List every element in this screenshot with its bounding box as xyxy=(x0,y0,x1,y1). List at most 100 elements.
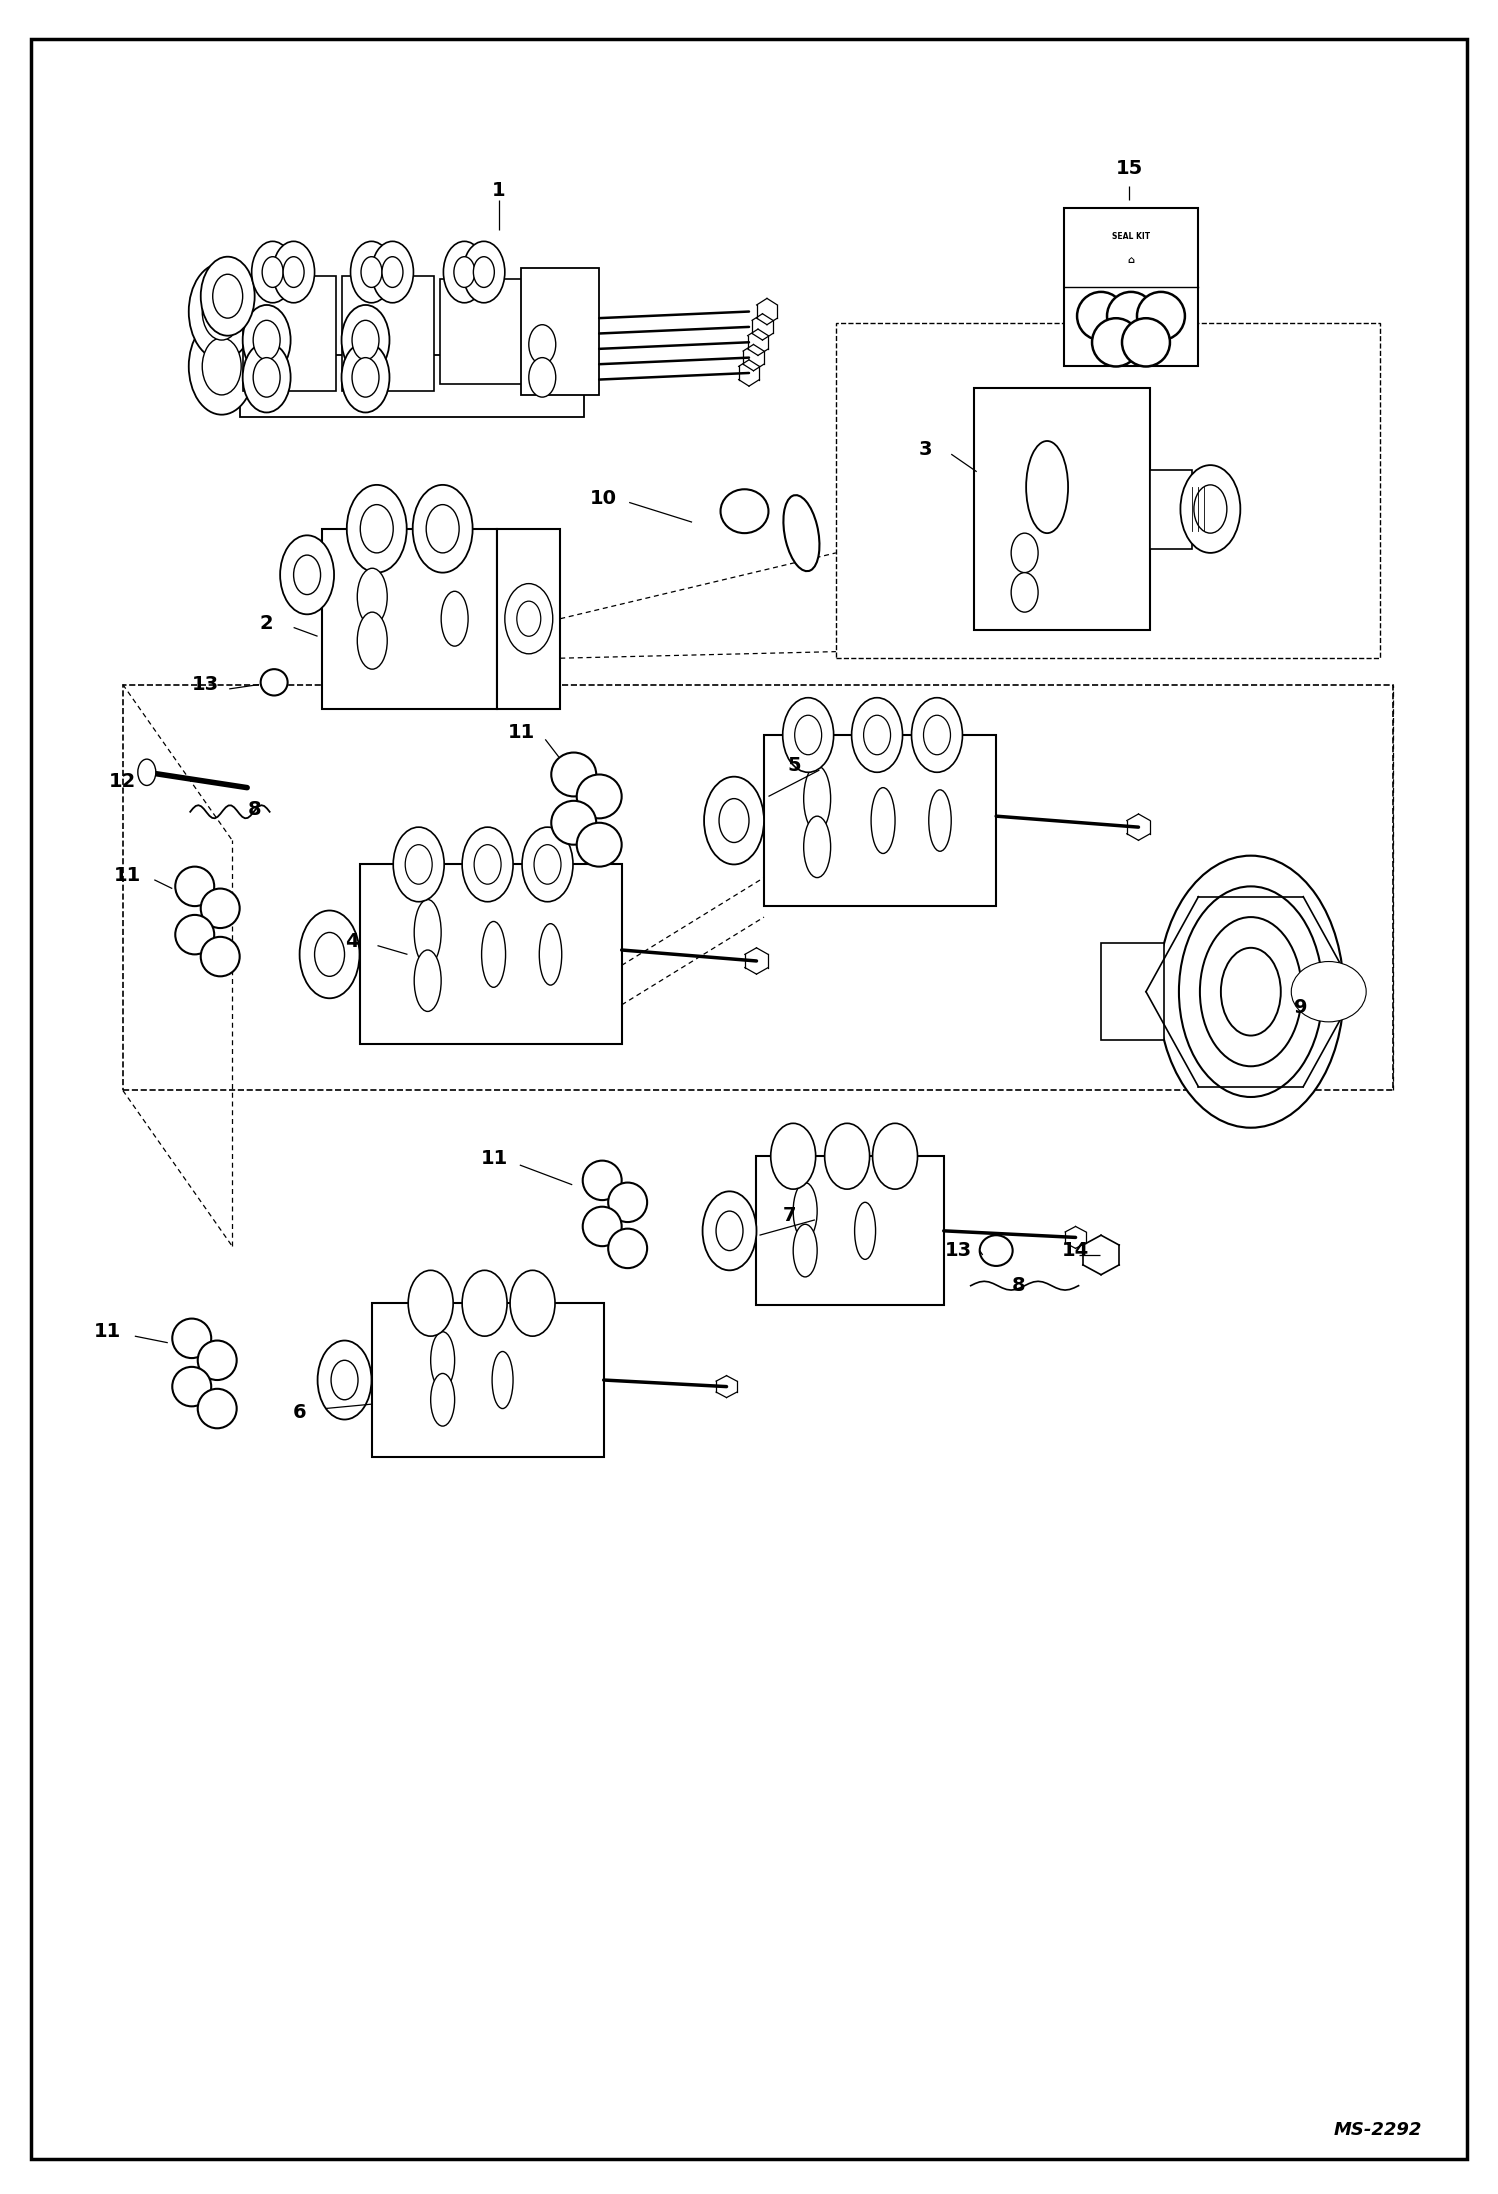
Ellipse shape xyxy=(783,496,819,570)
Circle shape xyxy=(404,845,431,884)
Circle shape xyxy=(315,932,345,976)
Ellipse shape xyxy=(583,1207,622,1246)
Circle shape xyxy=(213,274,243,318)
Ellipse shape xyxy=(261,669,288,695)
Circle shape xyxy=(253,320,280,360)
Ellipse shape xyxy=(172,1319,211,1358)
Circle shape xyxy=(280,535,334,614)
Circle shape xyxy=(342,342,389,412)
Ellipse shape xyxy=(440,590,467,645)
Circle shape xyxy=(252,241,294,303)
Text: 2: 2 xyxy=(259,614,274,632)
Ellipse shape xyxy=(413,950,442,1011)
Text: 11: 11 xyxy=(94,1323,121,1341)
Ellipse shape xyxy=(721,489,768,533)
Circle shape xyxy=(505,584,553,654)
Circle shape xyxy=(382,257,403,287)
Circle shape xyxy=(461,1270,506,1336)
Circle shape xyxy=(331,1360,358,1400)
Text: 11: 11 xyxy=(481,1150,508,1167)
Circle shape xyxy=(863,715,890,755)
Circle shape xyxy=(872,1123,917,1189)
Text: 8: 8 xyxy=(247,801,262,818)
Circle shape xyxy=(407,1270,454,1336)
FancyBboxPatch shape xyxy=(342,276,434,391)
Circle shape xyxy=(1011,533,1038,573)
Ellipse shape xyxy=(1137,292,1185,340)
Circle shape xyxy=(923,715,951,755)
Text: 8: 8 xyxy=(1011,1277,1026,1294)
Ellipse shape xyxy=(872,788,896,853)
Ellipse shape xyxy=(980,1235,1013,1266)
Text: SEAL KIT: SEAL KIT xyxy=(1112,233,1150,241)
Circle shape xyxy=(360,505,392,553)
Text: 14: 14 xyxy=(1062,1242,1089,1259)
Ellipse shape xyxy=(608,1229,647,1268)
Circle shape xyxy=(911,698,963,772)
Circle shape xyxy=(243,342,291,412)
Circle shape xyxy=(318,1341,372,1420)
FancyBboxPatch shape xyxy=(974,388,1150,630)
Ellipse shape xyxy=(1077,292,1125,340)
Circle shape xyxy=(529,358,556,397)
Ellipse shape xyxy=(431,1332,455,1389)
Circle shape xyxy=(535,845,560,884)
Circle shape xyxy=(352,320,379,360)
Text: 10: 10 xyxy=(590,489,617,507)
FancyBboxPatch shape xyxy=(440,279,523,384)
Circle shape xyxy=(794,715,821,755)
Circle shape xyxy=(824,1123,869,1189)
Ellipse shape xyxy=(201,889,240,928)
Ellipse shape xyxy=(1309,976,1348,1007)
Ellipse shape xyxy=(539,924,562,985)
Ellipse shape xyxy=(413,900,442,965)
Circle shape xyxy=(202,338,241,395)
Ellipse shape xyxy=(358,612,386,669)
Circle shape xyxy=(463,241,505,303)
Circle shape xyxy=(262,257,283,287)
Circle shape xyxy=(283,257,304,287)
Text: 13: 13 xyxy=(945,1242,972,1259)
Ellipse shape xyxy=(803,766,830,832)
Circle shape xyxy=(473,845,500,884)
Text: 15: 15 xyxy=(1116,160,1143,178)
Ellipse shape xyxy=(1296,965,1362,1018)
Circle shape xyxy=(517,601,541,636)
Circle shape xyxy=(461,827,512,902)
FancyBboxPatch shape xyxy=(1064,208,1198,366)
Ellipse shape xyxy=(551,801,596,845)
Ellipse shape xyxy=(201,937,240,976)
Circle shape xyxy=(1194,485,1227,533)
Ellipse shape xyxy=(854,1202,875,1259)
Text: ⌂: ⌂ xyxy=(1128,255,1134,265)
FancyBboxPatch shape xyxy=(1150,470,1192,548)
FancyBboxPatch shape xyxy=(322,529,497,709)
Ellipse shape xyxy=(551,753,596,796)
Circle shape xyxy=(352,358,379,397)
Ellipse shape xyxy=(577,774,622,818)
Circle shape xyxy=(351,241,392,303)
Ellipse shape xyxy=(198,1341,237,1380)
Ellipse shape xyxy=(358,568,386,625)
Circle shape xyxy=(294,555,321,595)
Text: 11: 11 xyxy=(114,867,141,884)
Ellipse shape xyxy=(1314,979,1344,1003)
Circle shape xyxy=(473,257,494,287)
FancyBboxPatch shape xyxy=(372,1303,604,1457)
Circle shape xyxy=(703,1191,756,1270)
Circle shape xyxy=(782,698,833,772)
Text: 5: 5 xyxy=(786,757,801,774)
Ellipse shape xyxy=(172,1367,211,1406)
Text: 4: 4 xyxy=(345,932,360,950)
Circle shape xyxy=(189,263,255,360)
Circle shape xyxy=(372,241,413,303)
Ellipse shape xyxy=(1300,970,1357,1014)
Circle shape xyxy=(454,257,475,287)
FancyBboxPatch shape xyxy=(764,735,996,906)
Circle shape xyxy=(716,1211,743,1251)
Circle shape xyxy=(704,777,764,864)
Ellipse shape xyxy=(803,816,830,878)
FancyBboxPatch shape xyxy=(756,1156,944,1305)
Bar xyxy=(123,685,1393,1090)
Text: 6: 6 xyxy=(292,1404,307,1422)
